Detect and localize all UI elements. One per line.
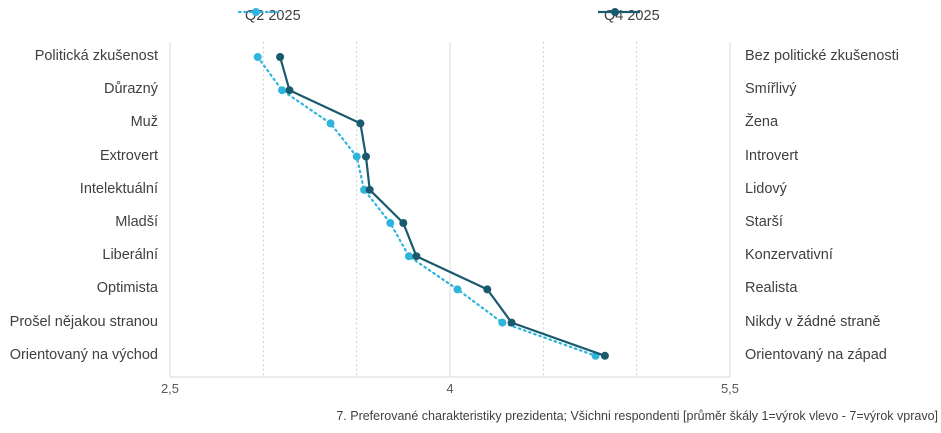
- right-category-labels: Bez politické zkušenosti Smířlivý Žena Intr…: [745, 0, 941, 433]
- x-tick-label: 5,5: [720, 381, 740, 396]
- category-label-right: Realista: [745, 280, 798, 297]
- category-label-left: Orientovaný na východ: [9, 346, 158, 363]
- category-label-left: Optimista: [96, 280, 158, 297]
- category-label-right: Orientovaný na západ: [745, 346, 887, 363]
- category-label-left: Politická zkušenost: [34, 48, 158, 64]
- category-label-right: Introvert: [745, 147, 799, 164]
- category-label-left: Prošel nějakou stranou: [9, 313, 158, 330]
- category-label-left: Liberální: [102, 247, 158, 264]
- category-label-right: Nikdy v žádné straně: [745, 313, 881, 330]
- category-label-left: Intelektuální: [79, 180, 158, 197]
- x-tick-label: 2,5: [160, 381, 180, 396]
- legend-item-q2-2025: Q2 2025: [238, 6, 301, 26]
- chart-caption: 7. Preferované charakteristiky prezident…: [336, 409, 938, 423]
- left-category-labels: Politická zkušenost Důrazný Muž Extrovert In…: [0, 0, 158, 433]
- category-label-right: Starší: [745, 214, 783, 230]
- x-tick-label: 4: [446, 381, 454, 396]
- category-label-left: Mladší: [115, 214, 158, 230]
- legend-item-q4-2025: Q4 2025: [597, 6, 660, 26]
- category-label-right: Lidový: [745, 180, 787, 197]
- category-label-right: Konzervativní: [745, 247, 833, 264]
- chart-legend: Q2 2025 Q4 2025: [0, 6, 941, 26]
- category-label-right: Smířlivý: [745, 81, 797, 98]
- category-label-left: Důrazný: [104, 81, 158, 98]
- category-label-left: Extrovert: [99, 147, 158, 164]
- category-label-left: Muž: [130, 114, 158, 131]
- category-label-right: Žena: [745, 114, 779, 131]
- category-label-right: Bez politické zkušenosti: [745, 48, 899, 64]
